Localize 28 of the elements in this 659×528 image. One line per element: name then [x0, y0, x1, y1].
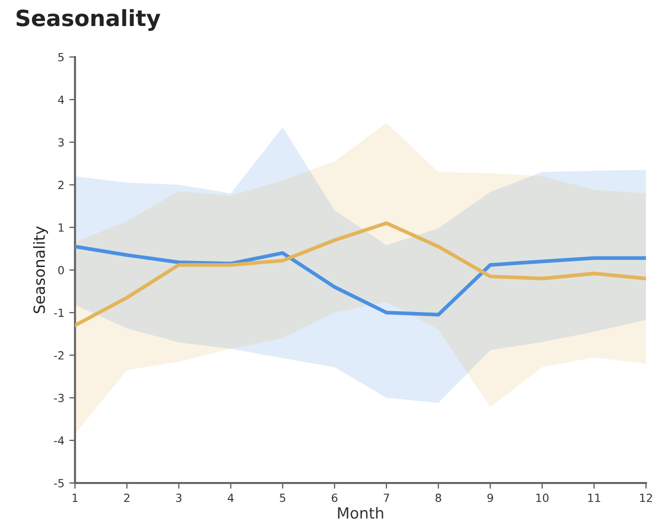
- x-tick-label: 6: [332, 494, 338, 502]
- y-tick-label: 0: [58, 266, 64, 274]
- x-tick-label: 9: [487, 494, 494, 502]
- x-tick-label: 11: [588, 494, 600, 502]
- y-tick-label: 3: [58, 138, 64, 147]
- x-tick-label: 10: [536, 494, 549, 502]
- line-series: [75, 221, 646, 328]
- x-tick-label: 7: [384, 494, 390, 502]
- x-tick-label: 4: [228, 494, 234, 502]
- y-tick-label: -2: [54, 351, 64, 360]
- y-axis-title: Seasonality: [33, 226, 48, 314]
- line-series: [75, 244, 646, 317]
- x-tick-label: 8: [436, 494, 442, 502]
- y-tick-label: 1: [58, 224, 64, 232]
- y-tick-label: -1: [54, 308, 64, 317]
- y-tick-label: 2: [58, 180, 64, 190]
- y-tick-label: 5: [58, 53, 64, 62]
- x-tick-label: 2: [124, 494, 130, 502]
- chart-title: Seasonality: [16, 9, 160, 31]
- x-axis-title: Month: [338, 506, 384, 519]
- x-tick-label: 5: [280, 494, 286, 502]
- x-tick-label: 3: [176, 494, 182, 502]
- y-tick-label: -3: [54, 394, 64, 402]
- y-tick-label: -4: [54, 436, 64, 445]
- x-tick-label: 1: [72, 494, 78, 502]
- y-tick-label: 4: [58, 96, 64, 104]
- x-tick-label: 12: [640, 494, 652, 502]
- y-tick-label: -5: [54, 479, 64, 488]
